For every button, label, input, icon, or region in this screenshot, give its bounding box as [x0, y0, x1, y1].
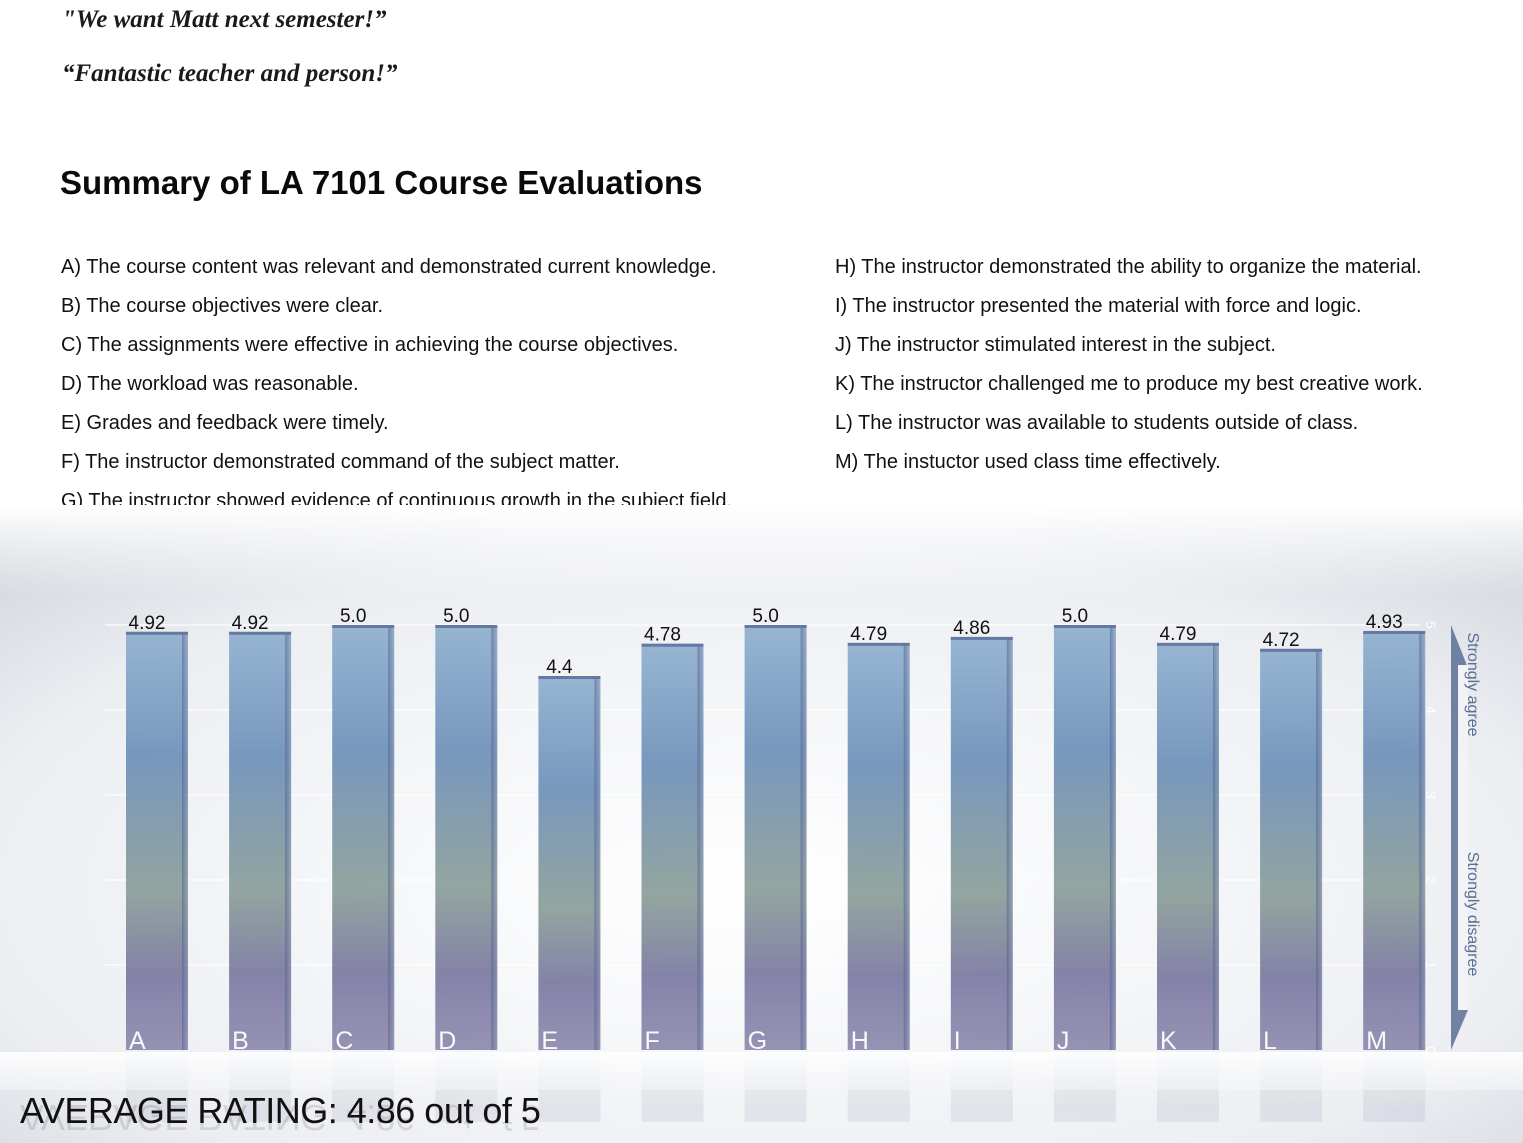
data-label: 4.92 [129, 613, 166, 634]
bar-top-edge [1363, 630, 1426, 634]
bar [126, 631, 188, 1050]
bar-side [903, 644, 910, 1050]
bar [435, 625, 498, 1050]
bar-top-edge [332, 625, 395, 628]
bar-side [1419, 632, 1426, 1050]
data-label: 4.79 [850, 624, 887, 645]
bar-side [285, 633, 292, 1050]
data-label: 4.72 [1263, 630, 1300, 651]
bar-top-edge [1157, 642, 1219, 646]
bar-top-edge [229, 631, 292, 635]
question-list-right: H) The instructor demonstrated the abili… [835, 248, 1423, 482]
category-label: G [748, 1027, 767, 1055]
bar [538, 676, 601, 1050]
category-label: H [851, 1027, 869, 1055]
bar-top-edge [847, 642, 910, 646]
y-tick-label: 4 [1423, 706, 1439, 714]
chart-background-fade [0, 505, 1523, 595]
bar [229, 631, 292, 1050]
bar-top-edge [435, 625, 498, 628]
scale-caption: Strongly disagree [1464, 852, 1481, 977]
bar-top-edge [538, 676, 601, 679]
bar-side [491, 627, 498, 1050]
question-item: E) Grades and feedback were timely. [61, 412, 389, 434]
bar-side [1213, 644, 1219, 1050]
data-label: 4.4 [546, 657, 573, 678]
category-label: I [954, 1027, 961, 1055]
page-title: Summary of LA 7101 Course Evaluations [60, 164, 703, 201]
scale-caption: Strongly agree [1464, 632, 1481, 736]
category-label: L [1263, 1027, 1277, 1055]
category-label: F [645, 1027, 660, 1055]
category-label: B [232, 1027, 249, 1055]
bar [744, 625, 807, 1050]
bar-side [1006, 638, 1013, 1050]
question-item: H) The instructor demonstrated the abili… [835, 256, 1422, 278]
bar-side [594, 678, 601, 1050]
bar-side [1109, 627, 1116, 1050]
data-label: 5.0 [1062, 606, 1088, 627]
question-item: M) The instuctor used class time effecti… [835, 451, 1221, 473]
average-rating: AVERAGE RATING: 4.86 out of 5 [20, 1090, 541, 1131]
bar-side [1316, 650, 1323, 1050]
quote-2: “Fantastic teacher and person!” [62, 60, 398, 87]
question-item: L) The instructor was available to stude… [835, 412, 1359, 434]
bar-top-edge [126, 631, 188, 635]
bar-side [388, 627, 395, 1050]
bar-top-edge [641, 643, 704, 647]
category-label: J [1057, 1027, 1070, 1055]
y-tick-label: 1 [1423, 961, 1439, 969]
category-label: C [335, 1027, 353, 1055]
question-item: F) The instructor demonstrated command o… [61, 451, 620, 473]
y-tick-label: 5 [1423, 621, 1439, 629]
bar [847, 642, 910, 1050]
bar [332, 625, 395, 1050]
question-item: J) The instructor stimulated interest in… [835, 334, 1276, 356]
chart-floor [0, 1052, 1523, 1090]
bar-top-edge [1053, 625, 1116, 628]
bar [1157, 642, 1219, 1050]
ratings-chart: 4.92 A 4.92 B 5.0 C 5.0 D 4.4 E 4.78 F 5.0 G 4.79 H 4.86… [0, 505, 1523, 1143]
scale-arrow-highlight [1458, 665, 1468, 1010]
data-label: 5.0 [340, 606, 366, 627]
bar-top-edge [950, 636, 1013, 640]
question-item: A) The course content was relevant and d… [61, 256, 717, 278]
question-item: I) The instructor presented the material… [835, 295, 1362, 317]
category-label: K [1160, 1027, 1177, 1055]
question-item: B) The course objectives were clear. [61, 295, 384, 317]
bar-top-edge [744, 625, 807, 628]
ratings-chart-svg: 4.92 A 4.92 B 5.0 C 5.0 D 4.4 E 4.78 F 5.0 G 4.79 H 4.86… [0, 505, 1523, 1143]
data-label: 4.92 [232, 613, 269, 634]
question-item: K) The instructor challenged me to produ… [835, 373, 1423, 395]
data-label: 4.93 [1366, 612, 1403, 633]
question-item: C) The assignments were effective in ach… [61, 334, 679, 356]
bar [1053, 625, 1116, 1050]
quote-1: "We want Matt next semester!” [62, 6, 387, 33]
category-label: D [438, 1027, 456, 1055]
average-rating-reflection: AVERAGE RATING: 4.86 out of 5 [20, 1097, 541, 1138]
y-tick-label: 0 [1423, 1046, 1439, 1054]
bar-side [182, 633, 188, 1050]
bar [950, 636, 1013, 1050]
bar-top-edge [1260, 648, 1323, 652]
y-tick-label: 3 [1423, 791, 1439, 799]
data-label: 5.0 [443, 606, 469, 627]
category-label: M [1366, 1027, 1387, 1055]
bar-side [800, 627, 807, 1050]
bar [1363, 630, 1426, 1050]
question-list-left: A) The course content was relevant and d… [61, 248, 732, 521]
question-item: D) The workload was reasonable. [61, 373, 359, 395]
y-tick-label: 2 [1423, 876, 1439, 884]
category-label: E [541, 1027, 558, 1055]
bar-side [697, 645, 704, 1050]
data-label: 5.0 [752, 606, 778, 627]
data-label: 4.78 [644, 625, 681, 646]
data-label: 4.79 [1160, 624, 1197, 645]
data-label: 4.86 [953, 618, 990, 639]
category-label: A [129, 1027, 146, 1055]
bar [641, 643, 704, 1050]
bar [1260, 648, 1323, 1050]
